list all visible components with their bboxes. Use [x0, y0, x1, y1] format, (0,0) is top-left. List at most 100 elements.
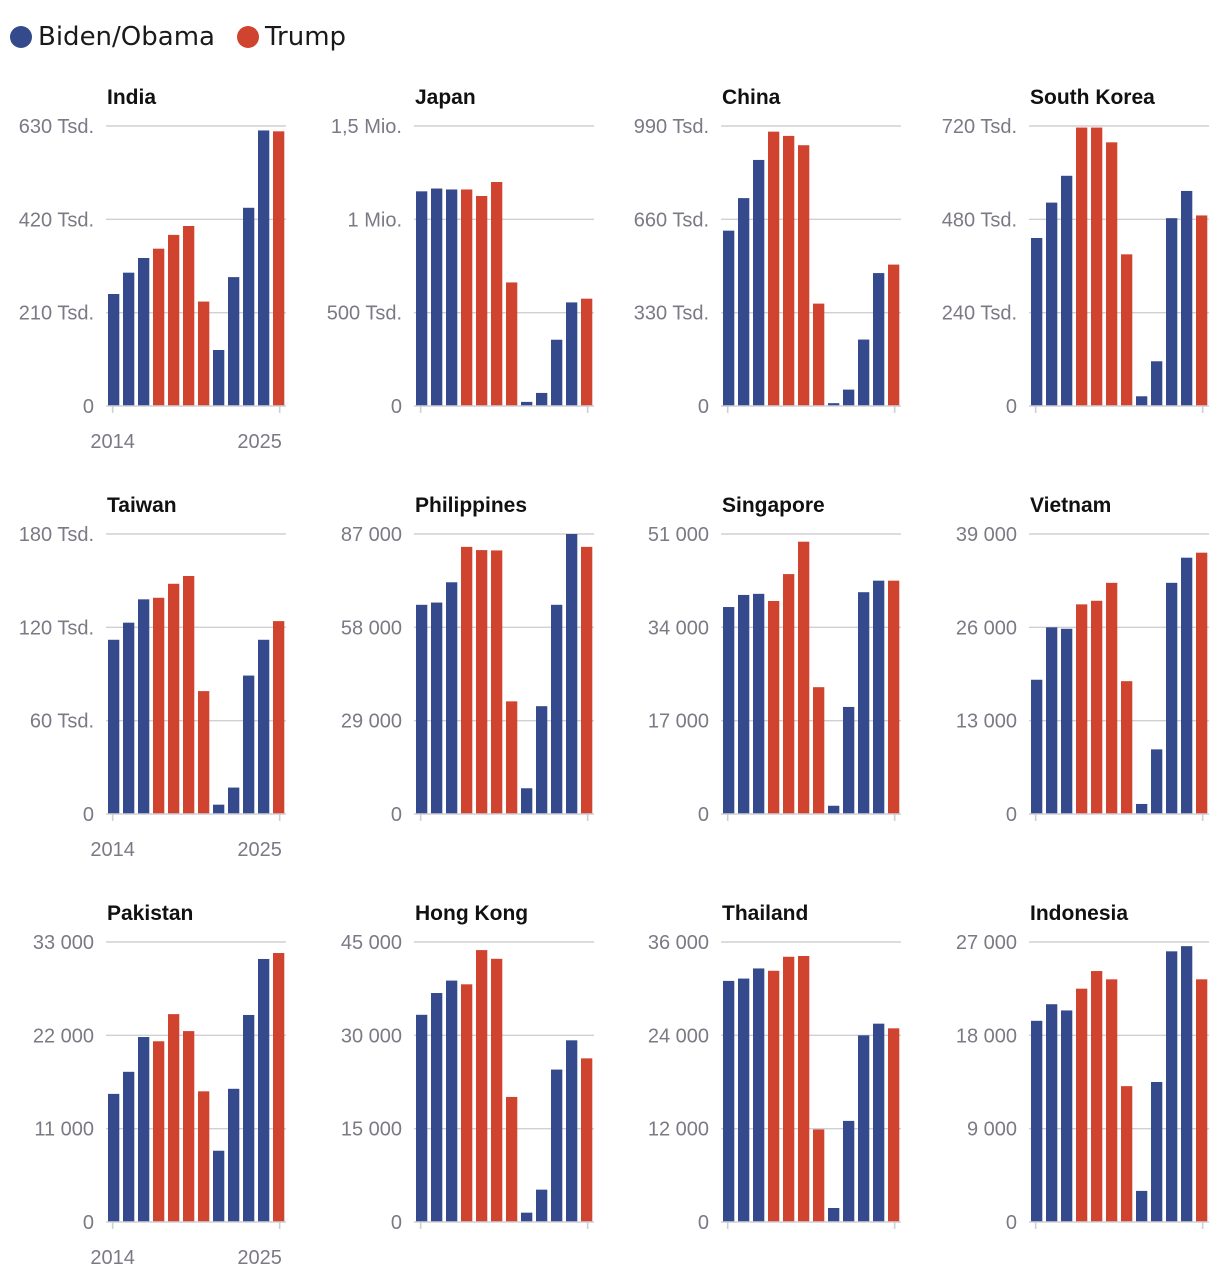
x-tick-label-last: 2025	[237, 839, 282, 861]
bar-pakistan-2017	[153, 1041, 165, 1222]
bar-hong-kong-2025	[581, 1058, 593, 1222]
bar-taiwan-2024	[258, 639, 270, 814]
bar-hong-kong-2018	[476, 950, 488, 1222]
bar-taiwan-2021	[213, 804, 225, 814]
bar-hong-kong-2022	[536, 1189, 548, 1222]
panel-title-philippines: Philippines	[415, 494, 527, 517]
panel-taiwan: Taiwan 0 60 Tsd. 120 Tsd. 180 Tsd. 2014 2025	[19, 494, 286, 861]
bar-japan-2024	[566, 302, 578, 406]
bar-thailand-2024	[873, 1023, 885, 1222]
y-tick-label: 1 Mio.	[348, 209, 402, 231]
y-tick-label: 17 000	[648, 711, 709, 733]
y-tick-label: 34 000	[648, 617, 709, 639]
bar-hong-kong-2015	[431, 993, 443, 1222]
bar-india-2020	[198, 301, 210, 406]
y-tick-label: 240 Tsd.	[942, 303, 1017, 325]
y-tick-label: 18 000	[956, 1025, 1017, 1047]
bar-taiwan-2017	[153, 597, 165, 814]
x-tick-label-first: 2014	[90, 431, 135, 453]
bar-pakistan-2024	[258, 958, 270, 1222]
bar-china-2016	[753, 159, 765, 406]
bar-singapore-2020	[813, 687, 825, 814]
y-tick-label: 60 Tsd.	[30, 711, 94, 733]
bar-singapore-2017	[768, 600, 780, 814]
panel-vietnam: Vietnam 0 13 000 26 000 39 000	[956, 494, 1209, 826]
legend-swatch-trump	[236, 26, 259, 48]
y-tick-label: 0	[391, 396, 402, 418]
bar-indonesia-2021	[1136, 1190, 1148, 1222]
bar-pakistan-2020	[198, 1091, 210, 1222]
bar-china-2015	[738, 198, 750, 406]
panel-title-vietnam: Vietnam	[1030, 494, 1111, 517]
bar-pakistan-2015	[123, 1071, 135, 1222]
y-tick-label: 27 000	[956, 932, 1017, 954]
panel-title-south-korea: South Korea	[1030, 86, 1155, 109]
bar-hong-kong-2014	[416, 1014, 428, 1222]
y-tick-label: 0	[391, 804, 402, 826]
y-tick-label: 660 Tsd.	[634, 209, 709, 231]
bar-hong-kong-2020	[506, 1096, 518, 1222]
bar-china-2025	[888, 264, 900, 406]
bar-thailand-2016	[753, 968, 765, 1222]
bar-south-korea-2022	[1151, 361, 1163, 406]
bar-south-korea-2023	[1166, 218, 1178, 406]
y-tick-label: 39 000	[956, 524, 1017, 546]
panel-title-japan: Japan	[415, 86, 476, 109]
panel-thailand: Thailand 0 12 000 24 000 36 000	[648, 902, 901, 1234]
bar-indonesia-2016	[1061, 1010, 1073, 1222]
bar-philippines-2023	[551, 604, 563, 814]
bar-indonesia-2014	[1031, 1020, 1043, 1222]
bar-pakistan-2018	[168, 1014, 180, 1222]
y-tick-label: 58 000	[341, 617, 402, 639]
bar-indonesia-2018	[1091, 971, 1103, 1222]
bar-china-2014	[723, 230, 735, 406]
bar-vietnam-2019	[1106, 582, 1118, 814]
panel-title-pakistan: Pakistan	[107, 902, 193, 925]
bar-japan-2022	[536, 392, 548, 406]
y-tick-label: 480 Tsd.	[942, 209, 1017, 231]
y-tick-label: 210 Tsd.	[19, 303, 94, 325]
bar-japan-2018	[476, 196, 488, 406]
bar-pakistan-2021	[213, 1150, 225, 1222]
bar-singapore-2016	[753, 593, 765, 814]
bar-thailand-2023	[858, 1035, 870, 1222]
bar-pakistan-2016	[138, 1037, 150, 1222]
bar-vietnam-2020	[1121, 681, 1133, 814]
bar-indonesia-2022	[1151, 1082, 1163, 1222]
bar-japan-2025	[581, 298, 593, 406]
bar-singapore-2022	[843, 706, 855, 814]
bar-india-2024	[258, 130, 270, 406]
bar-philippines-2018	[476, 550, 488, 814]
bar-vietnam-2016	[1061, 628, 1073, 814]
y-tick-label: 30 000	[341, 1025, 402, 1047]
panel-title-singapore: Singapore	[722, 494, 825, 517]
bar-vietnam-2023	[1166, 582, 1178, 814]
bar-japan-2020	[506, 282, 518, 406]
bar-philippines-2015	[431, 602, 443, 814]
bar-hong-kong-2023	[551, 1069, 563, 1222]
panel-india: India 0 210 Tsd. 420 Tsd. 630 Tsd. 2014 2025	[19, 86, 286, 453]
bar-philippines-2024	[566, 534, 578, 814]
bar-india-2014	[108, 294, 120, 406]
y-tick-label: 0	[1006, 1212, 1017, 1234]
bar-indonesia-2017	[1076, 988, 1088, 1222]
panel-singapore: Singapore 0 17 000 34 000 51 000	[648, 494, 901, 826]
bar-singapore-2024	[873, 580, 885, 814]
legend-item-biden-obama: Biden/Obama	[10, 22, 215, 52]
bar-hong-kong-2017	[461, 984, 473, 1222]
bar-vietnam-2014	[1031, 679, 1043, 814]
bar-china-2024	[873, 273, 885, 406]
bar-india-2021	[213, 350, 225, 406]
bar-indonesia-2024	[1181, 946, 1193, 1222]
y-tick-label: 120 Tsd.	[19, 617, 94, 639]
bar-india-2018	[168, 234, 180, 406]
panel-pakistan: Pakistan 0 11 000 22 000 33 000 2014 2025	[33, 902, 286, 1269]
bar-japan-2023	[551, 339, 563, 406]
bar-thailand-2014	[723, 980, 735, 1222]
bar-taiwan-2015	[123, 622, 135, 814]
y-tick-label: 330 Tsd.	[634, 303, 709, 325]
bar-taiwan-2023	[243, 675, 255, 814]
bar-south-korea-2024	[1181, 190, 1193, 406]
bar-philippines-2021	[521, 788, 533, 814]
